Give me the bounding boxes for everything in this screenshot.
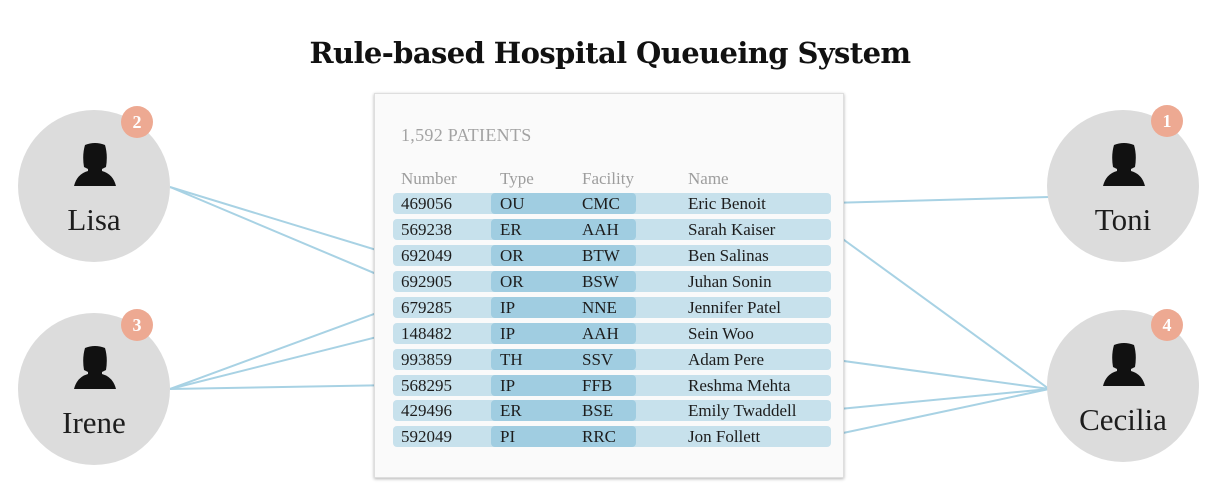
- column-header-type: Type: [500, 169, 534, 188]
- connector-toni-eric-benoit: [828, 196, 1050, 204]
- patient-facility: CMC: [582, 194, 620, 213]
- column-header-facility: Facility: [582, 169, 634, 188]
- patient-type: IP: [500, 298, 516, 317]
- patient-name: Eric Benoit: [688, 194, 766, 213]
- patient-name: Reshma Mehta: [688, 376, 791, 395]
- patient-number: 993859: [401, 350, 452, 369]
- patient-type: ER: [500, 220, 522, 239]
- patient-type: PI: [500, 427, 516, 446]
- row-type-facility-highlight: [491, 271, 636, 292]
- person-icon: [74, 346, 116, 389]
- patient-type: OU: [500, 194, 525, 213]
- patient-row[interactable]: 469056 OU CMC Eric Benoit: [393, 193, 831, 214]
- patient-number: 569238: [401, 220, 452, 239]
- row-type-facility-highlight: [491, 193, 636, 214]
- patient-name: Juhan Sonin: [688, 272, 772, 291]
- person-icon: [74, 143, 116, 186]
- column-header-name: Name: [688, 169, 729, 188]
- patient-row[interactable]: 569238 ER AAH Sarah Kaiser: [393, 219, 831, 240]
- patient-facility: RRC: [582, 427, 617, 446]
- patient-number: 568295: [401, 376, 452, 395]
- patient-name: Sarah Kaiser: [688, 220, 776, 239]
- patient-row[interactable]: 429496 ER BSE Emily Twaddell: [393, 400, 831, 421]
- patient-name: Jennifer Patel: [688, 298, 781, 317]
- patient-type: OR: [500, 246, 524, 265]
- patient-name: Adam Pere: [688, 350, 765, 369]
- queue-badge-cecilia: 4: [1151, 309, 1183, 341]
- patient-facility: BSE: [582, 401, 614, 420]
- staff-name: Irene: [62, 405, 126, 440]
- row-type-facility-highlight: [491, 349, 636, 370]
- patient-row[interactable]: 679285 IP NNE Jennifer Patel: [393, 297, 831, 318]
- patient-number: 148482: [401, 324, 452, 343]
- patient-count: 1,592 PATIENTS: [401, 125, 532, 145]
- connector-lisa-ben-salinas: [169, 186, 394, 256]
- patient-row[interactable]: 148482 IP AAH Sein Woo: [393, 323, 831, 344]
- patient-type: TH: [500, 350, 523, 369]
- row-type-facility-highlight: [491, 297, 636, 318]
- patient-row[interactable]: 592049 PI RRC Jon Follett: [393, 426, 831, 447]
- person-icon: [1103, 343, 1145, 386]
- patient-number: 429496: [401, 401, 452, 420]
- patient-row[interactable]: 993859 TH SSV Adam Pere: [393, 349, 831, 370]
- patient-facility: AAH: [582, 220, 619, 239]
- queue-badge-lisa: 2: [121, 106, 153, 138]
- patient-facility: FFB: [582, 376, 613, 395]
- connector-cecilia-sarah-kaiser: [828, 228, 1050, 390]
- person-icon: [1103, 143, 1145, 186]
- row-type-facility-highlight: [491, 400, 636, 421]
- connector-cecilia-emily-twaddell: [828, 388, 1050, 411]
- staff-name: Lisa: [67, 202, 121, 237]
- patient-type: IP: [500, 324, 516, 343]
- patient-table-panel: 1,592 PATIENTS Number Type Facility Name…: [374, 93, 844, 478]
- staff-name: Cecilia: [1079, 402, 1167, 437]
- patient-type: ER: [500, 401, 522, 420]
- connector-cecilia-adam-pere: [828, 358, 1050, 390]
- patient-facility: BSW: [582, 272, 619, 291]
- patient-name: Ben Salinas: [688, 246, 769, 265]
- row-type-facility-highlight: [491, 375, 636, 396]
- connector-irene-jennifer-patel: [169, 306, 394, 390]
- staff-avatar-lisa[interactable]: Lisa: [18, 110, 170, 262]
- patient-facility: AAH: [582, 324, 619, 343]
- staff-name: Toni: [1094, 202, 1152, 237]
- row-type-facility-highlight: [491, 219, 636, 240]
- connector-lisa-juhan-sonin: [169, 186, 394, 282]
- row-type-facility-highlight: [491, 426, 636, 447]
- patient-number: 592049: [401, 427, 452, 446]
- patient-name: Sein Woo: [688, 324, 754, 343]
- patient-facility: NNE: [582, 298, 617, 317]
- patient-name: Jon Follett: [688, 427, 761, 446]
- patient-facility: BTW: [582, 246, 620, 265]
- column-header-number: Number: [401, 169, 457, 188]
- patient-type: IP: [500, 376, 516, 395]
- diagram-title: Rule-based Hospital Queueing System: [309, 36, 911, 70]
- patient-number: 469056: [401, 194, 452, 213]
- patient-row[interactable]: 692905 OR BSW Juhan Sonin: [393, 271, 831, 292]
- queue-badge-toni: 1: [1151, 105, 1183, 137]
- connector-irene-sein-woo: [169, 332, 394, 390]
- patient-name: Emily Twaddell: [688, 401, 797, 420]
- row-type-facility-highlight: [491, 323, 636, 344]
- patient-number: 679285: [401, 298, 452, 317]
- row-type-facility-highlight: [491, 245, 636, 266]
- patient-facility: SSV: [582, 350, 614, 369]
- patient-row[interactable]: 692049 OR BTW Ben Salinas: [393, 245, 831, 266]
- queue-badge-irene: 3: [121, 309, 153, 341]
- patient-row[interactable]: 568295 IP FFB Reshma Mehta: [393, 375, 831, 396]
- connector-irene-reshma-mehta: [169, 384, 394, 390]
- patient-type: OR: [500, 272, 524, 291]
- connector-cecilia-jon-follett: [828, 388, 1050, 437]
- patient-number: 692905: [401, 272, 452, 291]
- patient-number: 692049: [401, 246, 452, 265]
